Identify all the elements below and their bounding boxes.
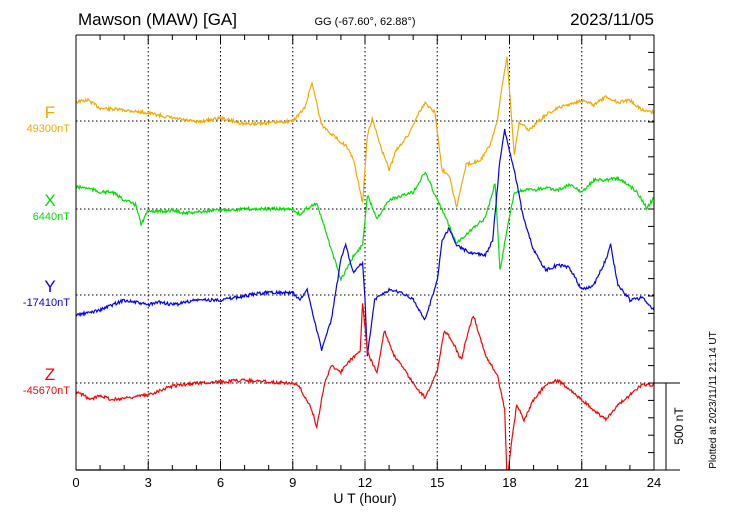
x-tick-label: 18 [502, 475, 516, 490]
axes: 0 3 6 9 12 15 18 21 24 [72, 34, 680, 490]
series-line-f [76, 56, 654, 209]
x-tick-label: 15 [430, 475, 444, 490]
series-baseline-y: -17410nT [23, 297, 70, 309]
x-axis-label: U T (hour) [333, 490, 396, 506]
series-name-z: Z [45, 365, 55, 384]
scale-bar-label: 500 nT [672, 407, 686, 445]
plotted-note: Plotted at 2023/11/11 21:14 UT [708, 331, 719, 469]
series-line-z [76, 303, 654, 470]
x-tick-label: 9 [289, 475, 296, 490]
date-label: 2023/11/05 [570, 10, 654, 29]
station-title: Mawson (MAW) [GA] [78, 10, 237, 29]
x-tick-label: 21 [575, 475, 589, 490]
series-name-f: F [45, 103, 55, 122]
x-tick-label: 12 [358, 475, 372, 490]
series-line-x [76, 171, 654, 282]
grid [76, 35, 654, 470]
x-tick-label: 3 [145, 475, 152, 490]
x-tick-label: 0 [72, 475, 79, 490]
series-baseline-f: 49300nT [27, 123, 71, 135]
series-group [76, 56, 654, 470]
series-name-y: Y [44, 277, 55, 296]
series-baseline-z: -45670nT [23, 385, 70, 397]
series-baseline-x: 6440nT [33, 211, 71, 223]
x-tick-label: 24 [647, 475, 661, 490]
series-name-x: X [44, 191, 55, 210]
x-tick-label: 6 [217, 475, 224, 490]
station-coords: GG (-67.60°, 62.88°) [314, 16, 415, 28]
series-line-y [76, 128, 654, 357]
